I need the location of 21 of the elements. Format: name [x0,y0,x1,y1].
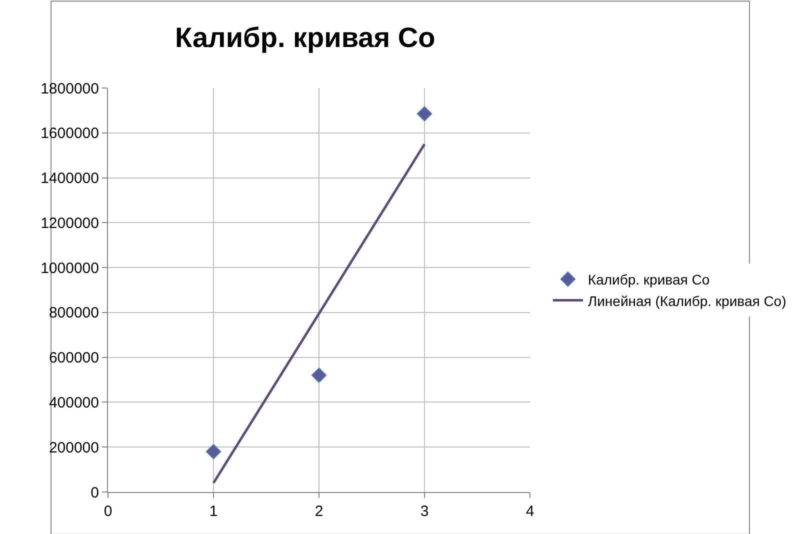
y-tick-label: 1600000 [40,125,99,142]
x-tick-label: 1 [209,503,218,520]
legend-label: Линейная (Калибр. кривая Co) [588,292,786,309]
x-tick-label: 2 [314,503,324,520]
y-tick-label: 1000000 [40,260,99,277]
x-tick-label: 3 [420,503,429,520]
y-tick-label: 0 [90,484,99,502]
y-tick-label: 200000 [48,439,99,456]
y-tick-label: 400000 [48,394,99,412]
y-tick-label: 600000 [48,350,99,367]
point [416,106,432,122]
y-tick-label: 1400000 [40,170,99,188]
y-tick-label: 800000 [48,304,99,322]
chart-title: Калибр. кривая Co [175,22,436,54]
y-tick-label: 1800000 [40,80,99,98]
point [311,368,327,383]
point [206,444,222,460]
x-tick-label: 0 [104,503,112,520]
x-tick-label: 4 [526,503,534,520]
y-tick-label: 1200000 [40,214,99,232]
legend-label: Калибр. кривая Co [588,272,710,288]
